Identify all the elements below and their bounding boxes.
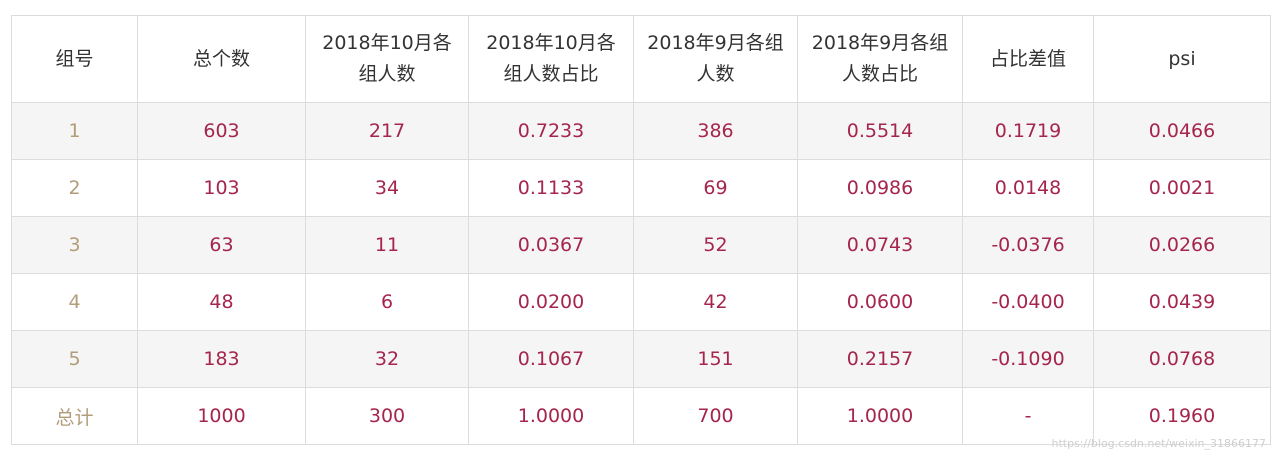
cell-total: 63 — [137, 216, 306, 274]
cell-ratio-diff: -0.1090 — [962, 330, 1094, 388]
table-row: 5 183 32 0.1067 151 0.2157 -0.1090 0.076… — [11, 330, 1271, 388]
cell-oct-count: 32 — [305, 330, 469, 388]
header-sep-ratio: 2018年9月各组人数占比 — [797, 15, 963, 103]
cell-ratio-diff: -0.0400 — [962, 273, 1094, 331]
cell-sep-count: 386 — [633, 102, 798, 160]
cell-oct-ratio: 0.7233 — [468, 102, 634, 160]
cell-psi: 0.0768 — [1093, 330, 1271, 388]
table-row: 2 103 34 0.1133 69 0.0986 0.0148 0.0021 — [11, 159, 1271, 217]
cell-oct-count: 300 — [305, 387, 469, 445]
cell-group: 5 — [11, 330, 138, 388]
table-row: 1 603 217 0.7233 386 0.5514 0.1719 0.046… — [11, 102, 1271, 160]
cell-total: 103 — [137, 159, 306, 217]
cell-sep-ratio: 0.0743 — [797, 216, 963, 274]
header-group-number: 组号 — [11, 15, 138, 103]
header-psi: psi — [1093, 15, 1271, 103]
cell-ratio-diff: - — [962, 387, 1094, 445]
header-oct-ratio: 2018年10月各组人数占比 — [468, 15, 634, 103]
cell-oct-count: 6 — [305, 273, 469, 331]
table-container: 组号 总个数 2018年10月各组人数 2018年10月各组人数占比 2018年… — [11, 15, 1271, 445]
cell-sep-count: 151 — [633, 330, 798, 388]
header-oct-count: 2018年10月各组人数 — [305, 15, 469, 103]
cell-oct-count: 217 — [305, 102, 469, 160]
cell-group: 2 — [11, 159, 138, 217]
cell-ratio-diff: 0.0148 — [962, 159, 1094, 217]
cell-psi: 0.0266 — [1093, 216, 1271, 274]
cell-psi: 0.0466 — [1093, 102, 1271, 160]
table-body: 1 603 217 0.7233 386 0.5514 0.1719 0.046… — [11, 102, 1271, 445]
cell-total: 603 — [137, 102, 306, 160]
watermark: https://blog.csdn.net/weixin_31866177 — [1051, 437, 1266, 450]
cell-psi: 0.0439 — [1093, 273, 1271, 331]
cell-sep-ratio: 0.0600 — [797, 273, 963, 331]
cell-oct-count: 34 — [305, 159, 469, 217]
cell-oct-ratio: 0.0200 — [468, 273, 634, 331]
cell-sep-count: 52 — [633, 216, 798, 274]
cell-ratio-diff: -0.0376 — [962, 216, 1094, 274]
cell-sep-count: 700 — [633, 387, 798, 445]
cell-sep-ratio: 0.5514 — [797, 102, 963, 160]
cell-group: 4 — [11, 273, 138, 331]
table-row: 3 63 11 0.0367 52 0.0743 -0.0376 0.0266 — [11, 216, 1271, 274]
cell-ratio-diff: 0.1719 — [962, 102, 1094, 160]
cell-group: 总计 — [11, 387, 138, 445]
cell-oct-count: 11 — [305, 216, 469, 274]
cell-total: 1000 — [137, 387, 306, 445]
cell-sep-ratio: 1.0000 — [797, 387, 963, 445]
cell-oct-ratio: 0.1133 — [468, 159, 634, 217]
cell-oct-ratio: 0.0367 — [468, 216, 634, 274]
cell-sep-count: 42 — [633, 273, 798, 331]
table-header: 组号 总个数 2018年10月各组人数 2018年10月各组人数占比 2018年… — [11, 15, 1271, 103]
cell-total: 48 — [137, 273, 306, 331]
cell-sep-ratio: 0.2157 — [797, 330, 963, 388]
cell-psi: 0.1960 — [1093, 387, 1271, 445]
cell-sep-count: 69 — [633, 159, 798, 217]
cell-psi: 0.0021 — [1093, 159, 1271, 217]
table-row: 4 48 6 0.0200 42 0.0600 -0.0400 0.0439 — [11, 273, 1271, 331]
cell-group: 3 — [11, 216, 138, 274]
cell-group: 1 — [11, 102, 138, 160]
header-ratio-diff: 占比差值 — [962, 15, 1094, 103]
psi-table: 组号 总个数 2018年10月各组人数 2018年10月各组人数占比 2018年… — [11, 15, 1271, 445]
cell-oct-ratio: 1.0000 — [468, 387, 634, 445]
header-row: 组号 总个数 2018年10月各组人数 2018年10月各组人数占比 2018年… — [11, 15, 1271, 103]
table-row-total: 总计 1000 300 1.0000 700 1.0000 - 0.1960 — [11, 387, 1271, 445]
header-sep-count: 2018年9月各组人数 — [633, 15, 798, 103]
cell-total: 183 — [137, 330, 306, 388]
header-total-count: 总个数 — [137, 15, 306, 103]
cell-oct-ratio: 0.1067 — [468, 330, 634, 388]
cell-sep-ratio: 0.0986 — [797, 159, 963, 217]
